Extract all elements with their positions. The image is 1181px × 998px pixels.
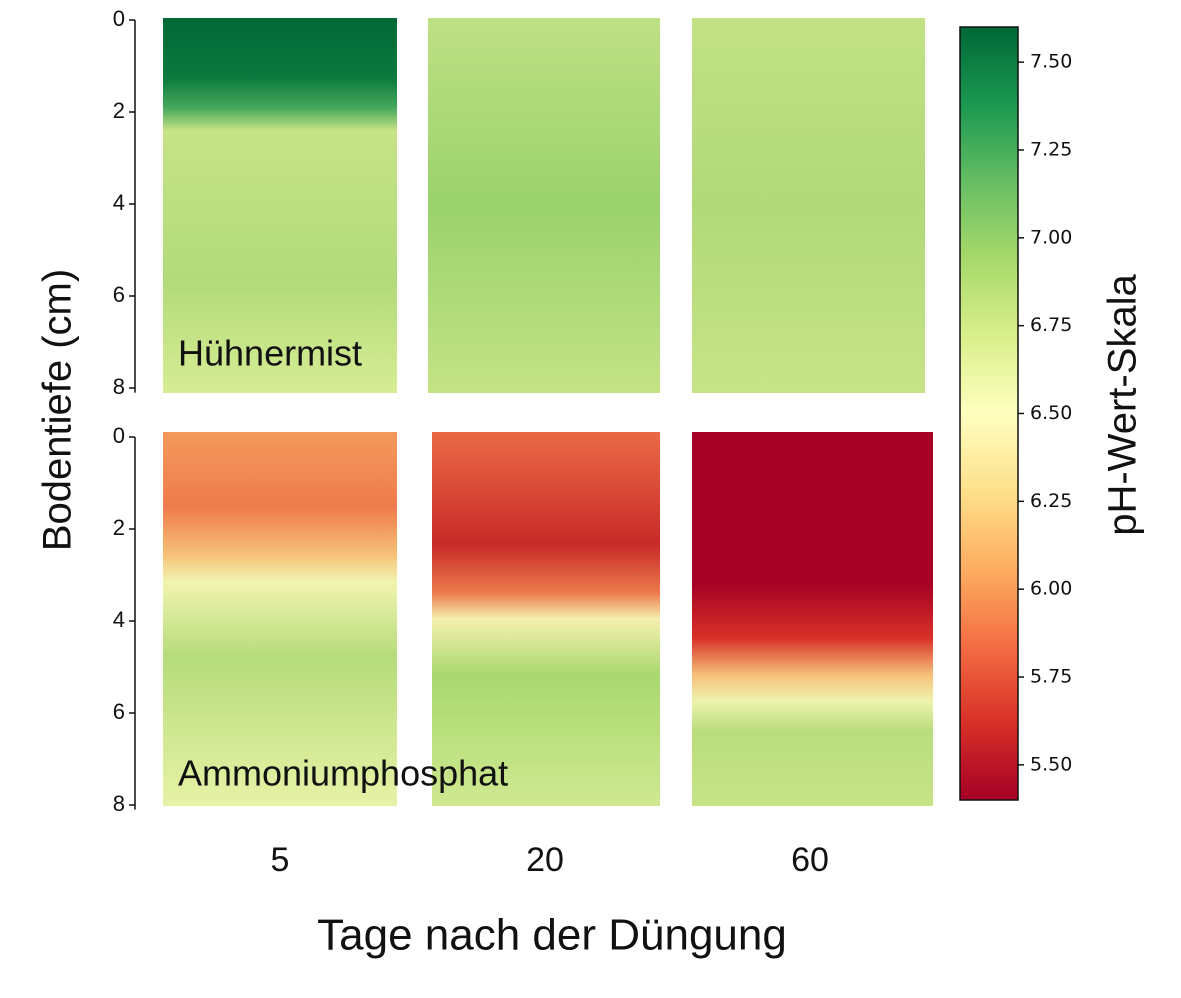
- colorbar: [959, 26, 1019, 801]
- y-tick-label: 0: [113, 6, 125, 31]
- y-axis-label: Bodentiefe (cm): [36, 269, 80, 551]
- colorbar-tick-label: 5.75: [1030, 666, 1072, 688]
- colorbar-tick-label: 6.75: [1030, 314, 1072, 336]
- y-tick-label: 2: [113, 98, 125, 123]
- heatmap-image: [692, 18, 925, 393]
- heatmap-image: [432, 432, 660, 806]
- colorbar-tick-label: 6.00: [1030, 578, 1072, 600]
- x-axis-label: Tage nach der Düngung: [317, 911, 787, 960]
- column-label: 60: [791, 841, 829, 879]
- panel-label: Hühnermist: [178, 333, 362, 374]
- y-tick-label: 2: [113, 515, 125, 540]
- colorbar-tick-label: 6.25: [1030, 490, 1072, 512]
- column-label: 5: [271, 841, 290, 879]
- y-tick-label: 4: [113, 190, 125, 215]
- y-tick-label: 8: [113, 374, 125, 399]
- heatmap-image: [428, 18, 660, 393]
- colorbar-label: pH-Wert-Skala: [1101, 273, 1145, 535]
- colorbar-tick-label: 6.50: [1030, 402, 1072, 424]
- heatmap-image: [163, 432, 397, 806]
- colorbar-tick-label: 5.50: [1030, 753, 1072, 775]
- y-tick-label: 6: [113, 699, 125, 724]
- colorbar-tick-label: 7.25: [1030, 138, 1072, 160]
- y-tick-label: 8: [113, 791, 125, 816]
- y-tick-label: 4: [113, 607, 125, 632]
- heatmap-image: [163, 18, 397, 393]
- panel-label: Ammoniumphosphat: [178, 753, 508, 794]
- colorbar-tick-label: 7.00: [1030, 226, 1072, 248]
- y-tick-label: 0: [113, 423, 125, 448]
- column-label: 20: [526, 841, 564, 879]
- colorbar-tick-label: 7.50: [1030, 51, 1072, 73]
- y-tick-label: 6: [113, 282, 125, 307]
- heatmap-image: [692, 432, 933, 806]
